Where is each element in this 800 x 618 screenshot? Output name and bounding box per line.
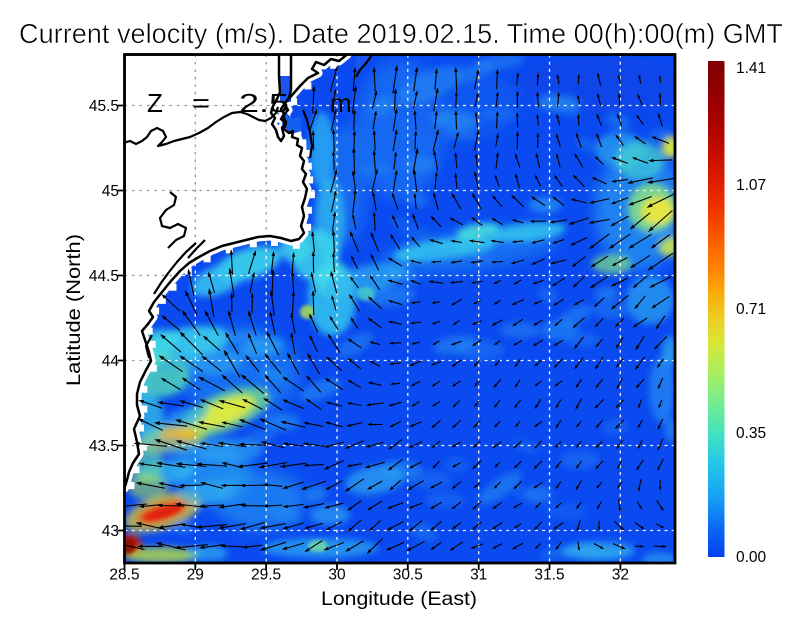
- svg-text:30.5: 30.5: [393, 567, 423, 584]
- svg-text:45: 45: [102, 183, 119, 200]
- svg-text:45.5: 45.5: [89, 98, 119, 115]
- svg-text:29: 29: [187, 567, 204, 584]
- svg-text:Current velocity (m/s). Date 2: Current velocity (m/s). Date 2019.02.15.…: [19, 18, 783, 49]
- svg-text:1.07: 1.07: [736, 177, 766, 194]
- svg-text:44.5: 44.5: [89, 268, 119, 285]
- svg-text:0.71: 0.71: [736, 301, 766, 318]
- svg-text:=: =: [192, 88, 210, 118]
- svg-text:31.5: 31.5: [534, 567, 564, 584]
- svg-text:44: 44: [102, 353, 120, 370]
- svg-text:43.5: 43.5: [89, 438, 119, 455]
- svg-text:28.5: 28.5: [109, 567, 139, 584]
- svg-text:2.5: 2.5: [239, 88, 289, 118]
- svg-text:Latitude (North): Latitude (North): [63, 234, 85, 386]
- svg-text:30: 30: [328, 567, 346, 584]
- svg-text:1.41: 1.41: [736, 60, 766, 77]
- svg-text:Longitude (East): Longitude (East): [321, 588, 477, 610]
- svg-text:43: 43: [102, 523, 119, 540]
- svg-text:32: 32: [612, 567, 629, 584]
- svg-text:Z: Z: [147, 88, 163, 118]
- svg-text:0.35: 0.35: [736, 425, 766, 442]
- svg-text:31: 31: [470, 567, 487, 584]
- svg-text:m: m: [330, 88, 352, 118]
- svg-text:0.00: 0.00: [736, 549, 767, 566]
- svg-text:29.5: 29.5: [251, 567, 281, 584]
